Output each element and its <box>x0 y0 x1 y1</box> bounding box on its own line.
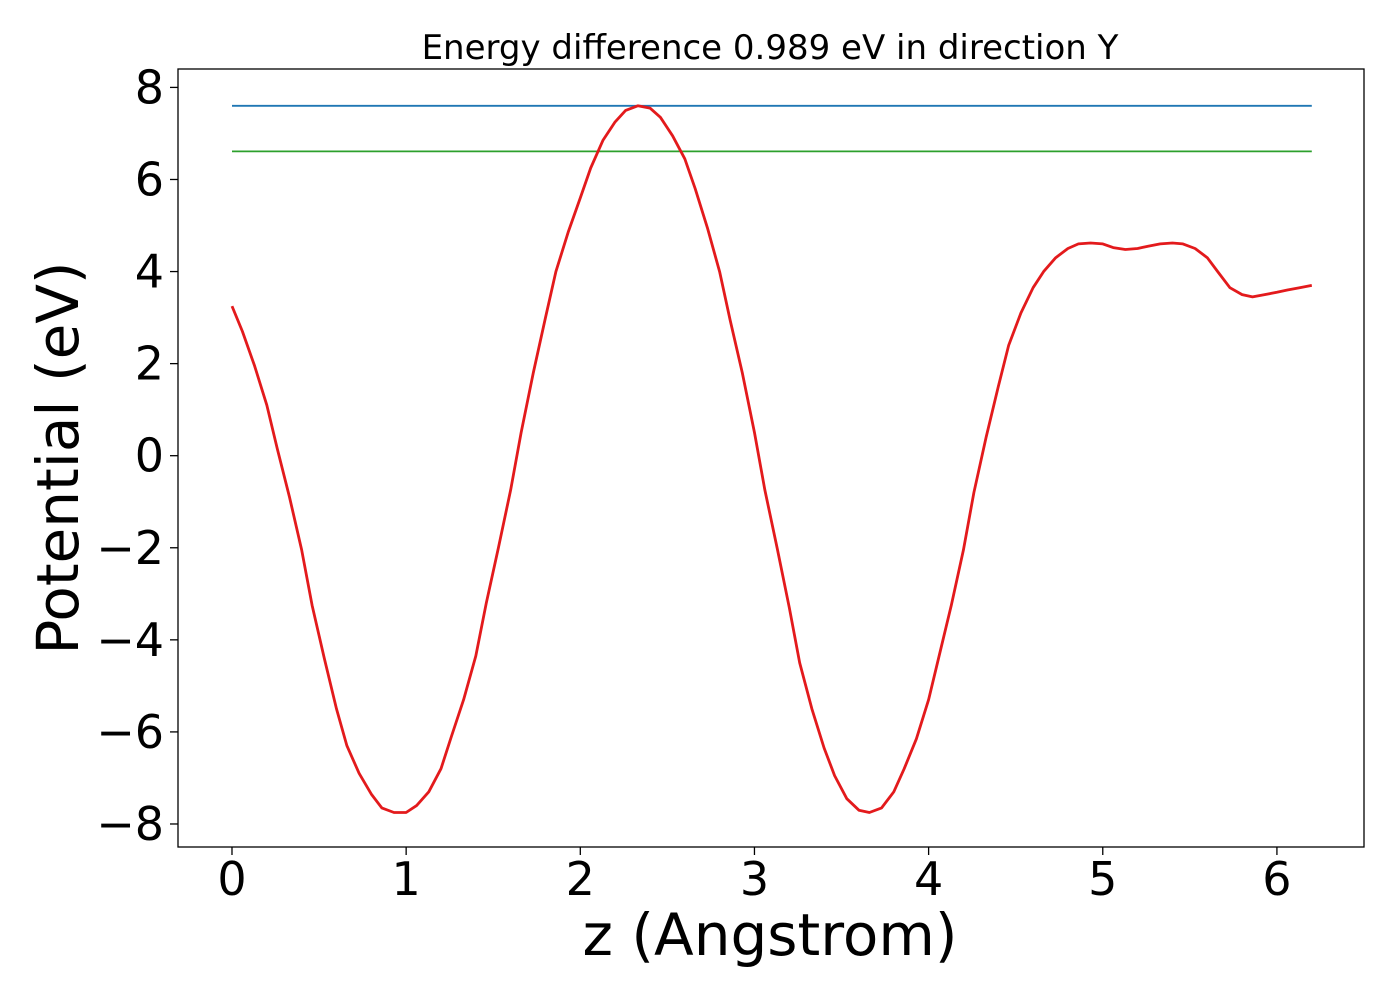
y-tick-label: −8 <box>96 797 164 851</box>
y-tick-label: 2 <box>135 337 164 391</box>
y-tick-label: 0 <box>135 429 164 483</box>
y-axis-label: Potential (eV) <box>24 261 92 654</box>
axes-frame <box>177 68 1365 848</box>
y-tick-label: −6 <box>96 705 164 759</box>
y-tick-label: −4 <box>96 613 164 667</box>
x-axis: 0 1 2 3 4 5 6 <box>217 847 1292 906</box>
y-axis: −8 −6 −4 −2 0 2 4 6 8 <box>96 60 178 851</box>
x-tick-label: 3 <box>740 852 769 906</box>
x-tick-label: 2 <box>566 852 595 906</box>
x-axis-label: z (Angstrom) <box>583 901 958 969</box>
y-tick-label: 4 <box>135 245 164 299</box>
y-tick-label: −2 <box>96 521 164 575</box>
x-tick-label: 6 <box>1262 852 1291 906</box>
y-tick-label: 8 <box>135 60 164 114</box>
series-line-3 <box>230 104 1313 814</box>
x-tick-label: 1 <box>392 852 421 906</box>
x-tick-label: 0 <box>217 852 246 906</box>
x-tick-label: 4 <box>914 852 943 906</box>
x-tick-label: 5 <box>1088 852 1117 906</box>
y-tick-label: 6 <box>135 152 164 206</box>
chart-title: Energy difference 0.989 eV in direction … <box>422 28 1119 68</box>
plot-area <box>230 104 1313 814</box>
